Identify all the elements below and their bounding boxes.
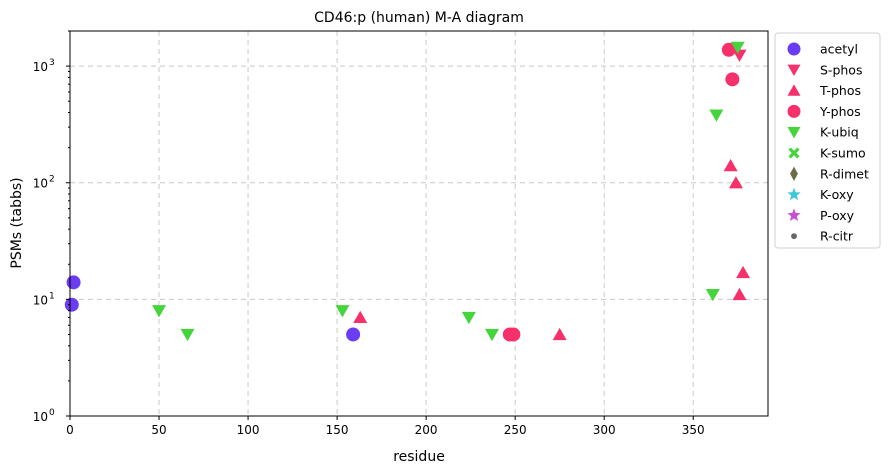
point-y-phos: [506, 327, 521, 342]
data-points: [64, 41, 751, 342]
point-k-ubiq: [705, 288, 720, 302]
legend-label: Y-phos: [819, 104, 861, 119]
y-tick-exponent: 2: [49, 175, 55, 185]
legend-label: acetyl: [820, 42, 858, 57]
legend-label: K-sumo: [820, 146, 866, 161]
legend-label: K-oxy: [820, 187, 854, 202]
legend-label: R-dimet: [820, 166, 869, 181]
legend-marker-y-phos: [787, 104, 801, 118]
y-tick-label: 10: [33, 60, 48, 74]
x-tick-label: 300: [593, 423, 616, 437]
point-k-ubiq: [461, 311, 476, 325]
point-acetyl: [66, 275, 81, 290]
legend-marker-acetyl: [787, 42, 801, 56]
point-acetyl: [346, 327, 361, 342]
plot-frame: [69, 30, 769, 417]
point-t-phos: [736, 265, 751, 279]
x-tick-label: 50: [151, 423, 166, 437]
grid-lines: [69, 31, 768, 417]
y-tick-label: 10: [33, 410, 48, 424]
point-y-phos: [725, 72, 740, 87]
x-tick-label: 150: [326, 423, 349, 437]
y-tick-exponent: 0: [49, 408, 55, 418]
legend: acetyl S-phos T-phos Y-phos K-ubiq K-sumo R-di…: [774, 32, 881, 249]
legend-marker-r-citr: [791, 233, 797, 240]
point-s-phos: [732, 49, 747, 62]
legend-label: R-citr: [820, 229, 854, 244]
x-tick-label: 100: [237, 423, 260, 437]
point-acetyl: [64, 297, 79, 312]
legend-marker-t-phos: [787, 84, 801, 96]
legend-marker-s-phos: [787, 64, 801, 76]
point-t-phos: [552, 327, 567, 341]
legend-marker-r-dimet: [790, 166, 798, 181]
point-k-ubiq: [152, 305, 167, 318]
legend-box: [774, 32, 881, 249]
x-tick-label: 0: [66, 423, 74, 437]
legend-marker-k-ubiq: [787, 127, 801, 139]
y-tick-label: 10: [33, 293, 48, 307]
point-t-phos: [353, 310, 368, 324]
point-k-ubiq: [180, 328, 195, 342]
x-tick-label: 250: [504, 423, 527, 437]
y-tick-exponent: 3: [49, 58, 55, 68]
point-k-ubiq: [485, 328, 500, 342]
x-tick-label: 350: [682, 423, 705, 437]
legend-label: S-phos: [820, 62, 862, 77]
point-k-ubiq: [709, 109, 724, 122]
legend-label: T-phos: [819, 83, 861, 98]
point-k-ubiq: [730, 41, 745, 54]
y-tick-exponent: 1: [49, 291, 55, 301]
legend-label: P-oxy: [820, 208, 855, 223]
x-axis-ticks: 0 50 100 150 200 250 300 350: [66, 416, 705, 437]
y-tick-label: 10: [33, 177, 48, 191]
legend-marker-k-sumo: [788, 147, 800, 159]
point-y-phos: [721, 42, 736, 57]
point-t-phos: [723, 159, 738, 172]
point-t-phos: [732, 287, 747, 301]
legend-marker-k-oxy: [787, 187, 801, 201]
x-axis-label: residue: [393, 449, 445, 465]
x-tick-label: 200: [415, 423, 438, 437]
y-axis-label: PSMs (tabbs): [9, 177, 25, 268]
legend-marker-p-oxy: [787, 208, 801, 222]
point-t-phos: [728, 176, 743, 189]
chart-title: CD46:p (human) M-A diagram: [314, 10, 524, 26]
legend-label: K-ubiq: [820, 125, 859, 140]
point-k-ubiq: [335, 305, 350, 318]
